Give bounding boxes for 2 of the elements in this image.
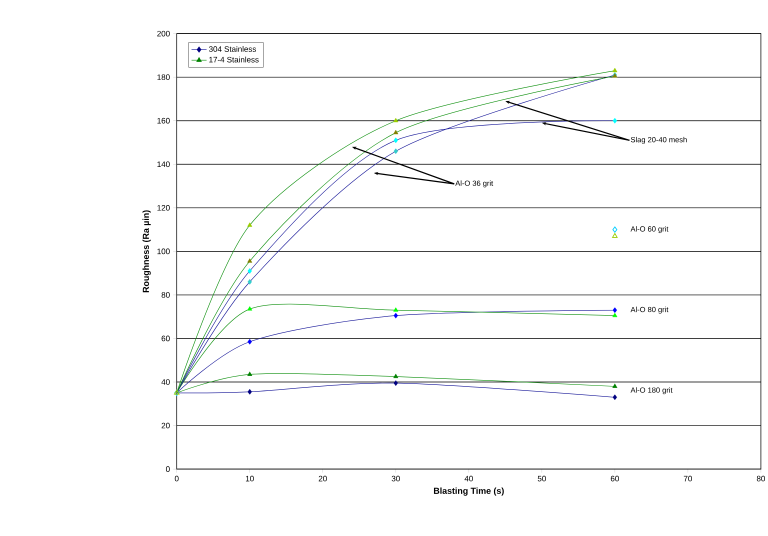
y-axis-title: Roughness (Ra µin) (142, 210, 151, 293)
x-axis-title: Blasting Time (s) (434, 488, 504, 496)
